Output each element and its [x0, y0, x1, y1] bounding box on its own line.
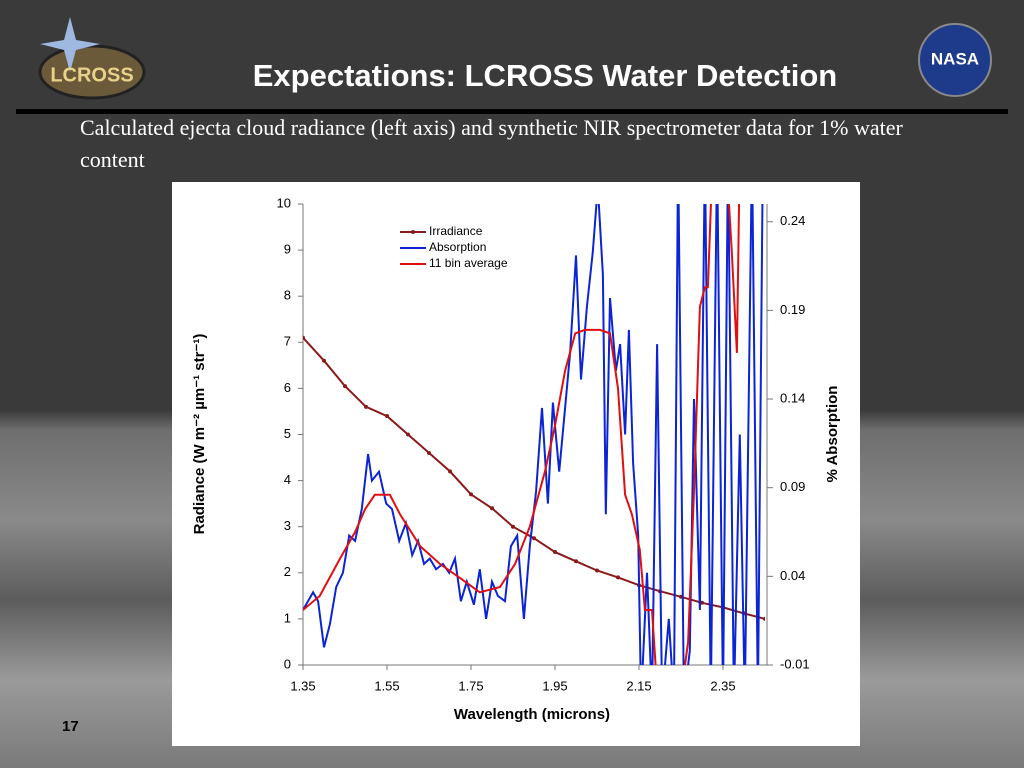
y2-tick-label: 0.24	[780, 213, 805, 228]
marker	[469, 492, 473, 497]
y-tick-label: 8	[284, 288, 291, 303]
y-tick-label: 3	[284, 518, 291, 533]
y2-tick-label: 0.14	[780, 390, 805, 405]
marker	[532, 536, 536, 541]
logo-text: LCROSS	[50, 64, 133, 86]
slide-title: Expectations: LCROSS Water Detection	[252, 58, 838, 93]
y2-axis-label: % Absorption	[824, 386, 841, 483]
x-tick-label: 1.95	[542, 678, 567, 693]
marker	[616, 575, 620, 580]
marker	[364, 404, 368, 409]
legend-label: Irradiance	[429, 224, 483, 238]
y-tick-label: 5	[284, 426, 291, 441]
plot-area	[303, 204, 765, 665]
legend-label: 11 bin average	[429, 256, 508, 270]
marker	[574, 559, 578, 564]
series-line	[303, 204, 741, 665]
nasa-logo: NASA	[918, 23, 992, 97]
logo-disc	[918, 23, 992, 97]
page-number: 17	[62, 718, 79, 735]
y-tick-label: 7	[284, 334, 291, 349]
y-tick-label: 0	[284, 656, 291, 671]
x-tick-label: 2.15	[626, 678, 651, 693]
slide-subtitle: Calculated ejecta cloud radiance (left a…	[80, 115, 903, 172]
x-tick-label: 1.55	[374, 678, 399, 693]
y-tick-label: 4	[284, 472, 291, 487]
y-tick-label: 9	[284, 242, 291, 257]
y2-tick-label: 0.04	[780, 568, 805, 583]
marker	[490, 506, 494, 511]
marker	[303, 335, 305, 340]
y2-tick-label: 0.09	[780, 479, 805, 494]
logo-star	[40, 17, 100, 72]
marker	[763, 616, 765, 621]
x-tick-label: 2.35	[710, 678, 735, 693]
marker	[511, 524, 515, 529]
marker	[595, 568, 599, 573]
x-tick-label: 1.75	[458, 678, 483, 693]
marker	[406, 432, 410, 437]
x-axis-label: Wavelength (microns)	[454, 706, 610, 723]
marker	[427, 450, 431, 455]
marker	[385, 414, 389, 419]
y-axis-label: Radiance (W m⁻² µm⁻¹ str⁻¹)	[191, 334, 208, 535]
title-rule	[16, 109, 1008, 114]
y-tick-label: 10	[277, 195, 291, 210]
y-tick-label: 2	[284, 564, 291, 579]
marker	[448, 469, 452, 474]
marker	[553, 550, 557, 555]
marker	[343, 384, 347, 389]
y2-tick-label: 0.19	[780, 302, 805, 317]
logo-text: NASA	[931, 49, 979, 68]
x-tick-label: 1.35	[290, 678, 315, 693]
marker	[322, 358, 326, 363]
y-tick-label: 1	[284, 610, 291, 625]
y2-tick-label: -0.01	[780, 656, 810, 671]
marker	[700, 600, 704, 605]
y-tick-label: 6	[284, 380, 291, 395]
lcross-logo: LCROSS	[38, 17, 146, 100]
legend-marker	[411, 230, 415, 234]
series-line	[303, 204, 764, 665]
legend-label: Absorption	[429, 240, 486, 254]
